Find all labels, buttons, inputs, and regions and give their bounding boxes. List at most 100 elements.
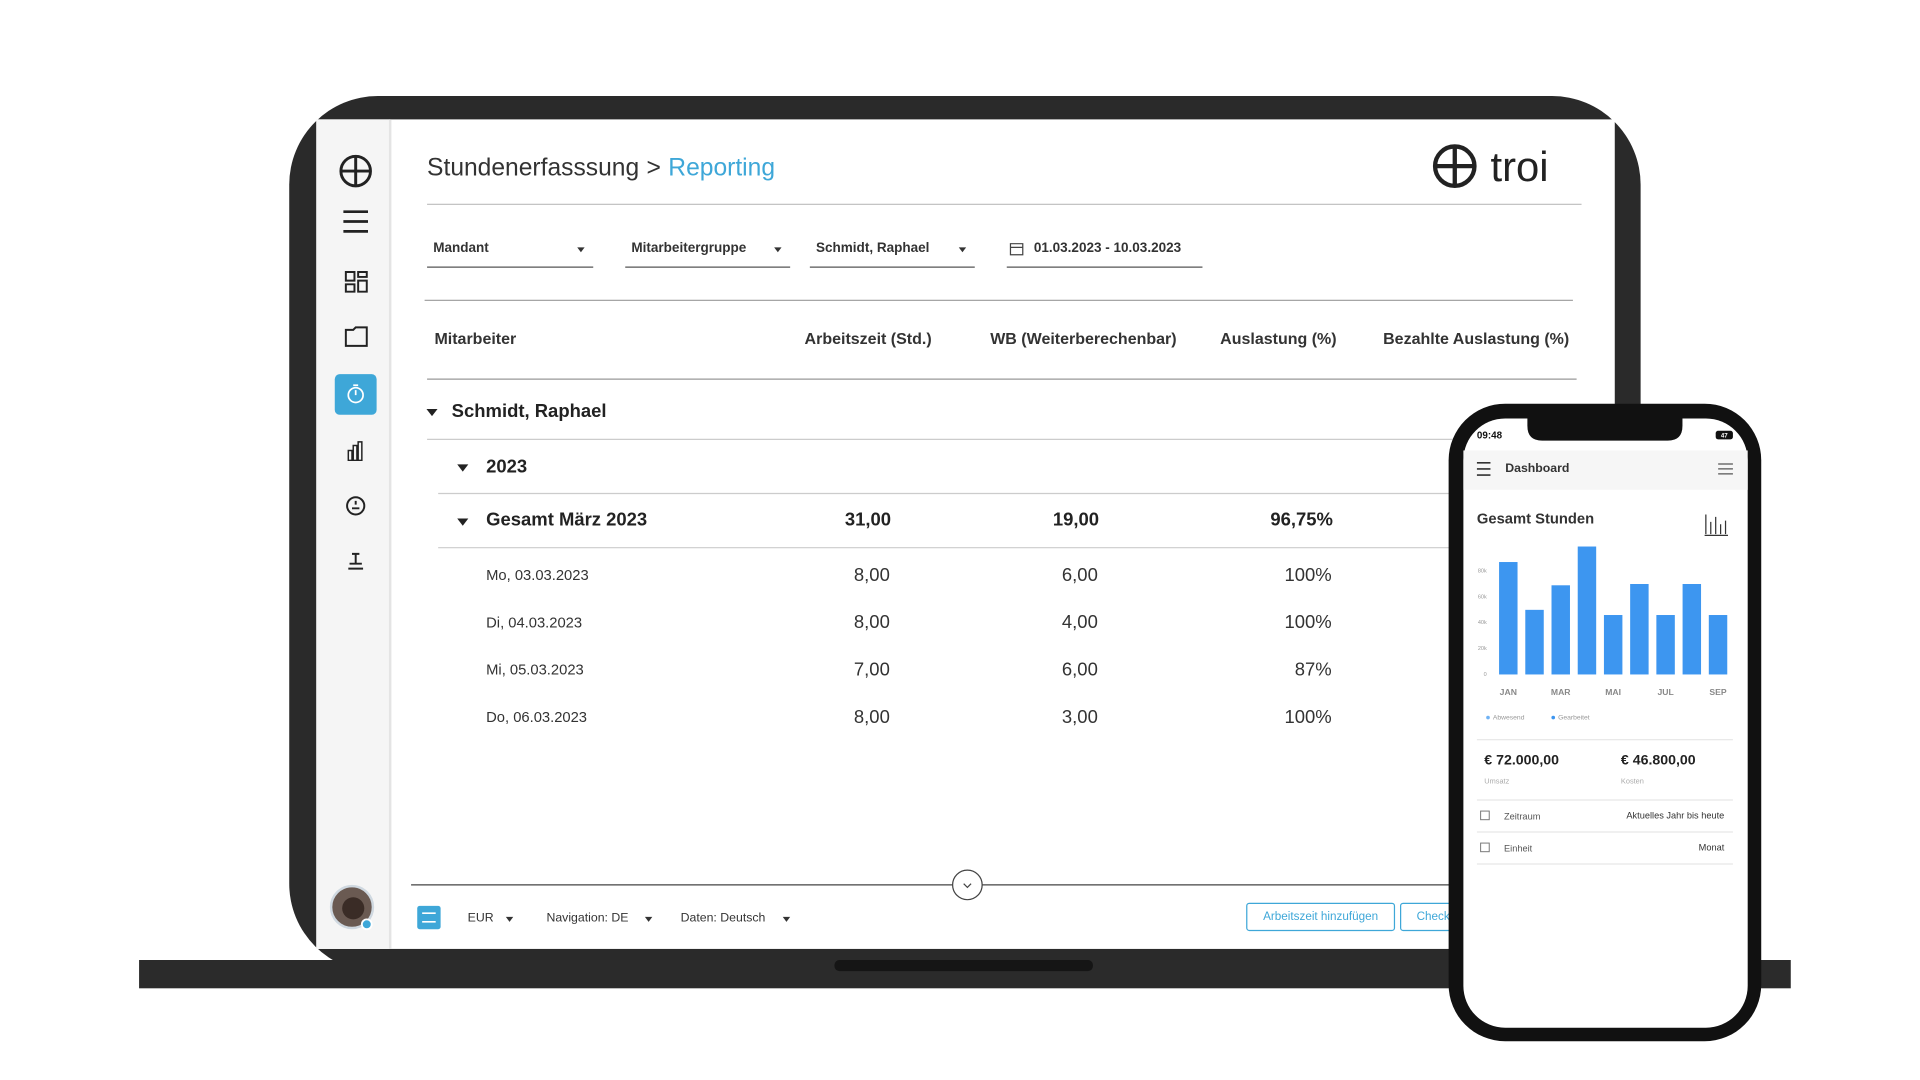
row-value: 87%: [1295, 659, 1332, 680]
column-header: Arbeitszeit (Std.): [805, 331, 932, 348]
y-tick-label: 0: [1484, 672, 1487, 678]
setting-label: Zeitraum: [1504, 812, 1541, 822]
settings-button[interactable]: [417, 905, 441, 930]
filter-select[interactable]: Mandant: [433, 240, 489, 255]
team-icon[interactable]: [346, 496, 366, 516]
breadcrumb-part[interactable]: Stundenerfasssung: [427, 154, 639, 181]
footer-select[interactable]: Daten: Deutsch: [681, 910, 766, 924]
bar: [1603, 615, 1623, 675]
collapse-toggle[interactable]: [457, 518, 469, 526]
y-tick-label: 20k: [1478, 646, 1487, 652]
y-tick-label: 60k: [1478, 594, 1487, 600]
dashboard-icon[interactable]: [344, 271, 368, 293]
bar: [1577, 546, 1597, 675]
logo-icon: [340, 156, 371, 186]
filter-select[interactable]: 01.03.2023 - 10.03.2023: [1034, 240, 1182, 255]
collapse-toggle[interactable]: [457, 464, 469, 472]
column-header: WB (Weiterberechenbar): [990, 331, 1176, 348]
footer-select[interactable]: EUR: [468, 910, 494, 924]
filter-select[interactable]: Schmidt, Raphael: [816, 240, 929, 255]
year-row: 2023: [486, 456, 527, 477]
bar: [1656, 615, 1675, 675]
legend-label: Abwesend: [1493, 714, 1525, 721]
row-date: Do, 06.03.2023: [486, 710, 587, 726]
row-value: 6,00: [1062, 564, 1098, 585]
battery-level: 47: [1721, 432, 1728, 439]
row-date: Mo, 03.03.2023: [486, 568, 589, 584]
setting-value[interactable]: Monat: [1699, 842, 1725, 852]
chart-title: Gesamt Stunden: [1477, 511, 1594, 527]
footer-select[interactable]: Navigation: DE: [546, 910, 628, 924]
status-time: 09:48: [1477, 430, 1503, 441]
app-bar: [1463, 450, 1748, 490]
x-tick-label: JAN: [1500, 687, 1517, 697]
phone-notch: [1527, 418, 1683, 441]
row-value: 8,00: [854, 706, 890, 727]
chart-type-icon: [1704, 514, 1728, 536]
caret: [958, 247, 967, 253]
y-tick-label: 80k: [1478, 569, 1487, 575]
filter-select[interactable]: Mitarbeitergruppe: [631, 240, 746, 255]
bar: [1682, 584, 1702, 675]
calendar-icon: [1009, 243, 1024, 256]
total-value: 19,00: [1053, 508, 1099, 529]
stat-label: Umsatz: [1484, 776, 1509, 785]
stamp-icon[interactable]: [348, 552, 364, 570]
laptop-notch: [834, 960, 1093, 972]
stopwatch-icon: [353, 384, 359, 396]
button-label[interactable]: Check: [1417, 910, 1450, 923]
battery: [1715, 430, 1733, 440]
legend-label: Gearbeitet: [1558, 714, 1590, 721]
breadcrumb-part: Reporting: [668, 154, 775, 181]
button-label[interactable]: Arbeitszeit hinzufügen: [1263, 910, 1378, 923]
row-value: 100%: [1284, 706, 1331, 727]
stat-value: € 72.000,00: [1484, 751, 1559, 767]
collapse-toggle[interactable]: [426, 408, 438, 417]
caret: [505, 916, 514, 922]
reporting-icon[interactable]: [347, 441, 363, 462]
caret: [644, 916, 653, 922]
row-date: Di, 04.03.2023: [486, 615, 582, 631]
bar: [1525, 609, 1544, 675]
settings-icon: [422, 912, 436, 923]
group-row: Schmidt, Raphael: [452, 400, 607, 421]
projects-icon[interactable]: [344, 326, 368, 347]
brand-name: troi: [1490, 143, 1548, 190]
chevron: [963, 883, 972, 889]
row-date: Mi, 05.03.2023: [486, 663, 584, 679]
bar: [1630, 584, 1649, 675]
menu-icon[interactable]: [343, 210, 368, 233]
row-value: 100%: [1284, 564, 1331, 585]
row-value: 7,00: [854, 659, 890, 680]
setting-icon: [1480, 810, 1490, 821]
setting-value[interactable]: Aktuelles Jahr bis heute: [1626, 810, 1724, 820]
phone-screen: [1463, 418, 1748, 1028]
x-tick-label: MAI: [1605, 687, 1621, 697]
total-label: Gesamt März 2023: [486, 508, 647, 529]
avatar-face: [342, 897, 365, 920]
legend-dot: [1486, 715, 1490, 720]
column-header: Mitarbeiter: [434, 331, 516, 348]
row-value: 4,00: [1062, 611, 1098, 632]
filter-icon[interactable]: [1718, 463, 1733, 475]
column-header: Bezahlte Auslastung (%): [1383, 331, 1569, 348]
online-status: [360, 918, 373, 931]
row-value: 100%: [1284, 611, 1331, 632]
total-value: 96,75%: [1270, 508, 1333, 529]
bar: [1708, 615, 1728, 675]
scroll-toggle[interactable]: [952, 869, 983, 901]
row-value: 6,00: [1062, 659, 1098, 680]
legend-dot: [1551, 715, 1556, 720]
breadcrumb-part: >: [647, 154, 661, 181]
total-value: 31,00: [845, 508, 891, 529]
x-tick-label: MAR: [1551, 687, 1571, 697]
row-value: 3,00: [1062, 706, 1098, 727]
stopwatch-icon: [347, 386, 364, 404]
menu-icon[interactable]: [1476, 461, 1491, 476]
row-value: 8,00: [854, 564, 890, 585]
caret: [774, 247, 782, 253]
add-time-button[interactable]: [1246, 902, 1396, 932]
bar: [1551, 585, 1570, 675]
